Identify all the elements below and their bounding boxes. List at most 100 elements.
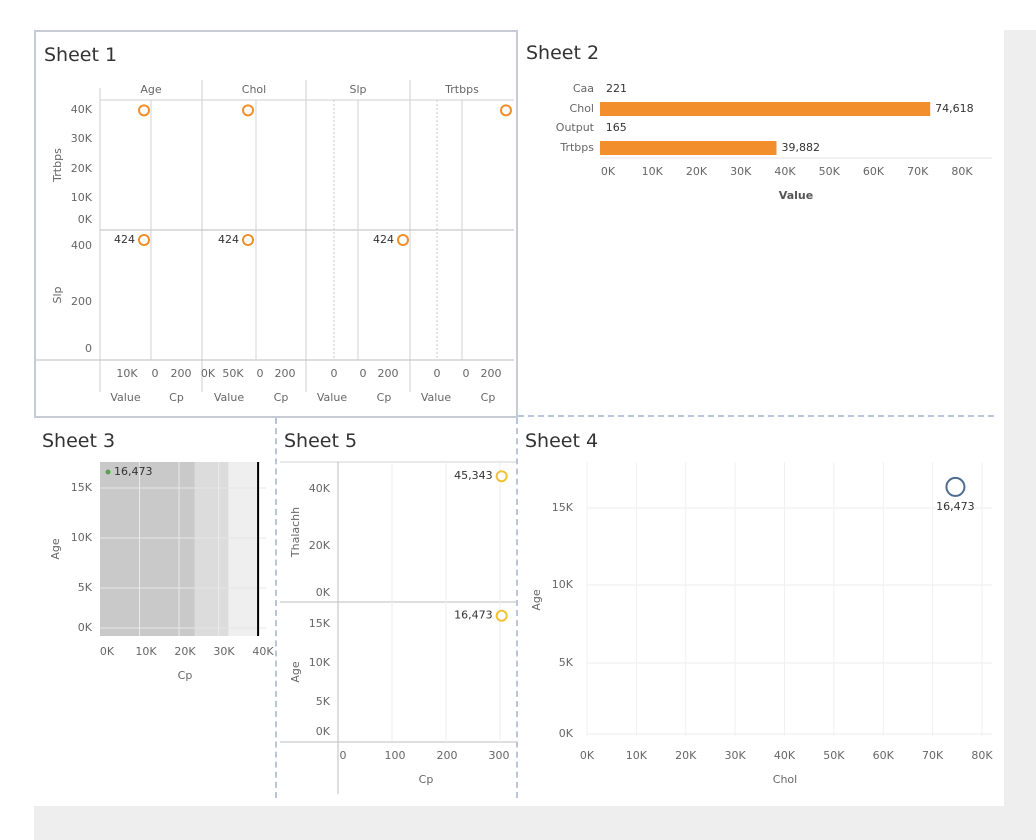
- sheet-1-x-tick-label: 0: [434, 367, 441, 380]
- sheet-1-point-label: 424: [114, 233, 135, 246]
- sheet-3-chart: 15K 10K 5K 0K 0K 10K 20K 30K 40K Age Cp 16,473: [49, 462, 274, 682]
- sheet-2-panel[interactable]: Sheet 2 Caa 221 Chol 74,618 Output 165 Trtbps 3…: [518, 30, 1004, 416]
- sheet-5-y-axis-title: Age: [289, 661, 302, 683]
- sheet-1-x-field-label: Cp: [377, 391, 392, 404]
- sheet-3-y-axis-title: Age: [49, 538, 62, 560]
- sheet-1-point: [397, 234, 409, 246]
- sheet-2-x-tick-label: 80K: [951, 165, 973, 178]
- sheet-5-y-tick-label: 15K: [309, 617, 331, 630]
- sheet-1-x-field-label: Value: [110, 391, 140, 404]
- sheet-3-y-tick-label: 15K: [71, 481, 93, 494]
- sheet-5-panel[interactable]: Sheet 5 Thalachh 40K 20K 0K 45,343 Age 15K 10K 5…: [276, 418, 517, 806]
- sheet-2-category-label: Chol: [570, 102, 594, 115]
- sheet-4-x-tick-label: 80K: [971, 749, 993, 762]
- sheet-3-x-tick-label: 10K: [135, 645, 157, 658]
- sheet-3-title: Sheet 3: [42, 430, 116, 452]
- sheet-2-title: Sheet 2: [526, 42, 600, 64]
- sheet-1-column-header: Slp: [349, 83, 366, 96]
- sheet-2-bar: [600, 141, 777, 155]
- sheet-1-y-tick-label: 10K: [71, 191, 93, 204]
- sheet-4-x-tick-label: 60K: [873, 749, 895, 762]
- sheet-1-x-tick-label: 0: [152, 367, 159, 380]
- sheet-1-point: [242, 104, 254, 117]
- sheet-4-x-tick-label: 70K: [922, 749, 944, 762]
- sheet-1-title: Sheet 1: [44, 44, 118, 66]
- sheet-3-band: [194, 462, 221, 636]
- sheet-3-x-axis-title: Cp: [178, 669, 193, 682]
- sheet-5-y-tick-label: 5K: [316, 695, 331, 708]
- sheet-4-title: Sheet 4: [525, 430, 599, 452]
- sheet-4-y-tick-label: 15K: [552, 501, 574, 514]
- sheet-5-y-tick-label: 0K: [316, 725, 331, 738]
- sheet-4-x-tick-label: 50K: [823, 749, 845, 762]
- sheet-4-x-tick-label: 40K: [774, 749, 796, 762]
- sheet-2-value-label: 74,618: [935, 102, 974, 115]
- sheet-2-x-tick-label: 0K: [601, 165, 616, 178]
- sheet-1-chart: Age Chol Slp Trtbps Trtbps 40K 30K 20K 10K 0K Slp 4…: [36, 80, 514, 404]
- sheet-1-column-header: Trtbps: [444, 83, 479, 96]
- sheet-3-y-tick-label: 0K: [78, 621, 93, 634]
- sheet-3-x-tick-label: 40K: [252, 645, 274, 658]
- sheet-2-x-axis-title: Value: [779, 189, 813, 202]
- sheet-5-x-tick-label: 0: [340, 749, 347, 762]
- sheet-5-x-tick-label: 100: [385, 749, 406, 762]
- sheet-3-x-tick-label: 0K: [100, 645, 115, 658]
- sheet-4-point-label: 16,473: [936, 500, 975, 513]
- sheet-5-y-tick-label: 0K: [316, 586, 331, 599]
- sheet-2-value-label: 221: [606, 82, 627, 95]
- sheet-2-value-label: 165: [606, 121, 627, 134]
- sheet-1-panel[interactable]: Sheet 1 Age Chol Slp Trtbps Trtbps 40K 30K 20K 1…: [34, 30, 518, 418]
- top-margin: [0, 0, 1036, 30]
- sheet-5-x-tick-label: 300: [489, 749, 510, 762]
- sheet-2-x-tick-label: 30K: [730, 165, 752, 178]
- sheet-4-y-axis-title: Age: [530, 589, 543, 611]
- sheet-2-x-tick-label: 10K: [642, 165, 664, 178]
- sheet-1-x-tick-label: 200: [275, 367, 296, 380]
- sheet-1-x-tick-label: 50K: [222, 367, 244, 380]
- sheet-5-chart: Thalachh 40K 20K 0K 45,343 Age 15K 10K 5K 0K 16,47…: [280, 461, 516, 794]
- sheet-5-y-tick-label: 10K: [309, 656, 331, 669]
- sheet-2-chart: Caa 221 Chol 74,618 Output 165 Trtbps 39,882 0K 1…: [556, 82, 992, 202]
- right-gutter: [1004, 30, 1036, 840]
- sheet-1-x-tick-label: 10K: [116, 367, 138, 380]
- sheet-5-point-label: 45,343: [454, 469, 493, 482]
- sheet-1-row-label: Trtbps: [51, 148, 64, 183]
- sheet-1-x-tick-label: 0: [257, 367, 264, 380]
- sheet-5-x-axis-title: Cp: [419, 773, 434, 786]
- sheet-3-x-tick-label: 30K: [213, 645, 235, 658]
- sheet-1-point-label: 424: [218, 233, 239, 246]
- sheet-2-bar: [600, 102, 931, 116]
- sheet-5-point: [495, 609, 508, 622]
- sheet-4-y-tick-label: 10K: [552, 578, 574, 591]
- sheet-1-y-tick-label: 400: [71, 239, 92, 252]
- sheet-2-category-label: Output: [556, 121, 595, 134]
- sheet-1-x-field-label: Cp: [481, 391, 496, 404]
- sheet-1-y-tick-label: 30K: [71, 132, 93, 145]
- sheet-1-x-tick-label: 0K: [201, 367, 216, 380]
- divider-vertical-left[interactable]: [275, 418, 277, 798]
- sheet-4-y-tick-label: 5K: [559, 656, 574, 669]
- sheet-1-y-tick-label: 200: [71, 295, 92, 308]
- sheet-4-point: [945, 476, 966, 497]
- sheet-1-y-tick-label: 20K: [71, 162, 93, 175]
- sheet-3-band: [228, 462, 259, 636]
- sheet-4-y-tick-label: 0K: [559, 727, 574, 740]
- sheet-1-x-field-label: Cp: [169, 391, 184, 404]
- sheet-4-chart: 15K 10K 5K 0K 0K 10K 20K 30K 40K 50K 60K 70K 80K Age C…: [530, 462, 993, 786]
- sheet-3-panel[interactable]: Sheet 3 15K 10K 5K 0K 0K 10K 20K 30K 40K Age Cp 16,…: [34, 418, 276, 806]
- sheet-3-point-label: 16,473: [114, 465, 153, 478]
- sheet-1-point-label: 424: [373, 233, 394, 246]
- sheet-2-x-tick-label: 70K: [907, 165, 929, 178]
- sheet-1-y-tick-label: 0: [85, 342, 92, 355]
- sheet-2-value-label: 39,882: [781, 141, 820, 154]
- sheet-1-x-field-label: Value: [214, 391, 244, 404]
- sheet-5-point: [495, 470, 508, 483]
- sheet-4-x-axis-title: Chol: [773, 773, 797, 786]
- sheet-4-x-tick-label: 30K: [725, 749, 747, 762]
- sheet-1-y-tick-label: 40K: [71, 103, 93, 116]
- sheet-1-x-tick-label: 200: [378, 367, 399, 380]
- divider-horizontal[interactable]: [518, 415, 994, 417]
- sheet-1-x-tick-label: 0: [331, 367, 338, 380]
- divider-vertical-right[interactable]: [516, 418, 518, 798]
- sheet-4-panel[interactable]: Sheet 4 15K 10K 5K 0K 0K 10K 20K 30K 40K 50K 60K 70…: [517, 418, 1004, 806]
